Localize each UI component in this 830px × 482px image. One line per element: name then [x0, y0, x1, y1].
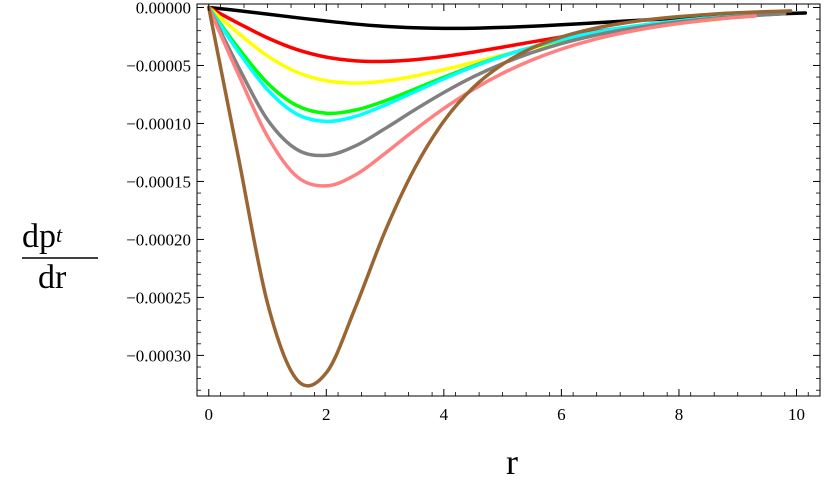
y-axis-title-denominator: dr — [38, 259, 67, 296]
y-axis-title: dpt dr — [22, 218, 98, 296]
series-line-7 — [207, 5, 758, 188]
x-tick-label: 8 — [675, 405, 684, 424]
y-tick-label: −0.00030 — [126, 346, 191, 365]
y-tick-label: −0.00020 — [126, 230, 191, 249]
y-axis-title-numerator: dpt — [22, 218, 63, 255]
series-line-8 — [207, 5, 793, 388]
x-tick-label: 10 — [788, 405, 805, 424]
y-axis-title-subscript: t — [56, 222, 63, 247]
x-tick-label: 0 — [205, 405, 214, 424]
plot-frame — [196, 3, 821, 397]
x-tick-label: 2 — [322, 405, 331, 424]
x-tick-label: 6 — [557, 405, 566, 424]
y-tick-label: 0.00000 — [136, 0, 191, 17]
series-line-6 — [207, 5, 787, 158]
y-tick-label: −0.00005 — [126, 56, 191, 75]
axis-layer: 0 2 4 6 8 10 0.00000 −0.00005 −0.00010 −0.00015 −0… — [126, 0, 821, 424]
x-tick-label: 4 — [440, 405, 449, 424]
x-axis-title: r — [506, 442, 518, 482]
y-tick-label: −0.00025 — [126, 288, 191, 307]
series-layer — [207, 5, 808, 388]
y-tick-label: −0.00015 — [126, 172, 191, 191]
y-tick-label: −0.00010 — [126, 114, 191, 133]
